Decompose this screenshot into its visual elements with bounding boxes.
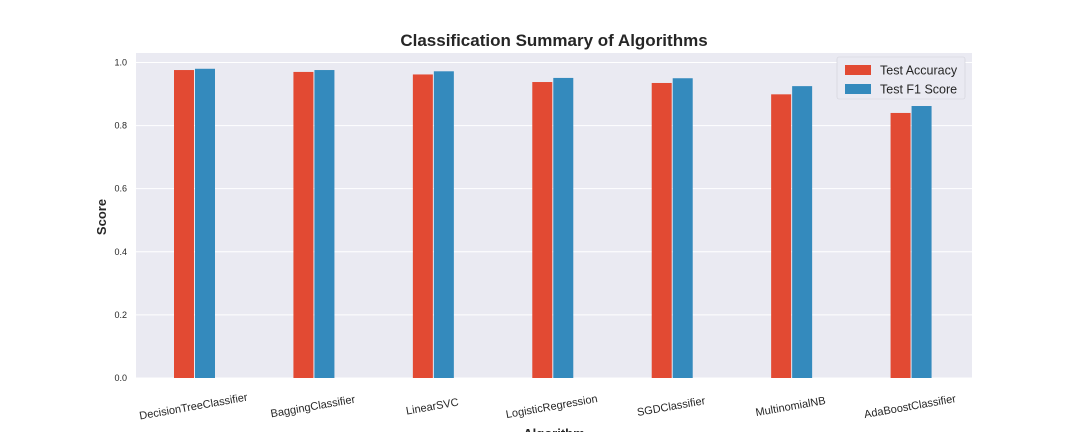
x-tick-label: MultinomialNB xyxy=(755,395,827,419)
x-tick-label: AdaBoostClassifier xyxy=(863,393,957,421)
bar-test-f1-score xyxy=(314,70,335,379)
bar-test-f1-score xyxy=(433,71,454,379)
bar-test-accuracy xyxy=(890,112,911,379)
bar-test-f1-score xyxy=(672,78,693,378)
bar-test-accuracy xyxy=(771,94,792,378)
bar-test-f1-score xyxy=(792,86,813,378)
x-tick-label: DecisionTreeClassifier xyxy=(138,392,248,423)
legend-swatch xyxy=(845,65,871,75)
bar-test-accuracy xyxy=(174,70,194,379)
y-axis-ticks: 0.0 0.2 0.4 0.6 0.8 1.0 xyxy=(114,57,127,383)
x-axis-ticks: DecisionTreeClassifier BaggingClassifier L… xyxy=(138,392,957,423)
chart-title: Classification Summary of Algorithms xyxy=(400,31,707,50)
x-axis-label: Algorithm xyxy=(523,426,584,432)
y-tick-label: 0.6 xyxy=(114,184,127,194)
legend-label: Test F1 Score xyxy=(880,83,957,97)
bar-test-accuracy xyxy=(651,82,672,378)
y-tick-label: 0.2 xyxy=(114,310,127,320)
y-tick-label: 1.0 xyxy=(114,57,127,67)
legend-swatch xyxy=(845,84,871,94)
bar-test-f1-score xyxy=(553,77,574,378)
bar-test-accuracy xyxy=(532,82,553,379)
x-tick-label: BaggingClassifier xyxy=(270,394,357,421)
x-tick-label: LinearSVC xyxy=(405,397,460,418)
y-tick-label: 0.8 xyxy=(114,121,127,131)
y-axis-label: Score xyxy=(94,199,109,235)
y-tick-label: 0.4 xyxy=(114,247,127,257)
legend-label: Test Accuracy xyxy=(880,64,958,78)
y-tick-label: 0.0 xyxy=(114,373,127,383)
bars xyxy=(174,68,932,379)
x-tick-label: SGDClassifier xyxy=(636,395,706,419)
legend: Test Accuracy Test F1 Score xyxy=(836,56,966,100)
bar-test-f1-score xyxy=(195,68,215,378)
bar-test-accuracy xyxy=(412,74,433,379)
x-tick-label: LogisticRegression xyxy=(505,393,599,421)
bar-test-f1-score xyxy=(911,106,932,379)
bar-test-accuracy xyxy=(293,71,314,378)
